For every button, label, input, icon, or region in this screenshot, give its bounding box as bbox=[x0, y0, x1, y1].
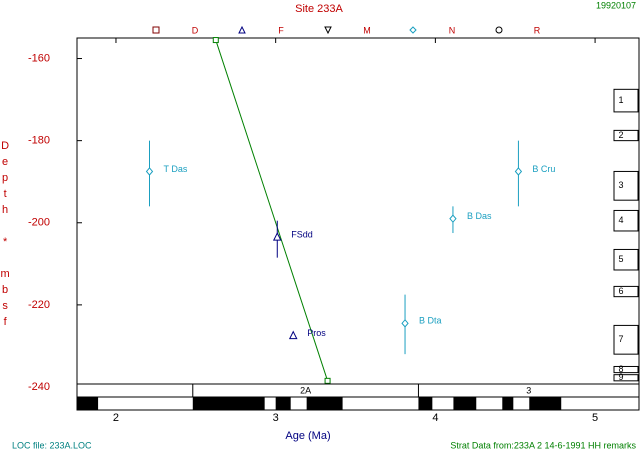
event-label: Pros bbox=[307, 328, 326, 338]
line-node bbox=[212, 37, 219, 44]
key-triangle bbox=[238, 25, 246, 34]
event-marker bbox=[288, 330, 298, 340]
polarity-normal bbox=[502, 397, 514, 410]
key-diamond bbox=[409, 26, 417, 34]
core bbox=[613, 170, 639, 201]
x-tick-label: 4 bbox=[432, 412, 438, 424]
y-tick-label: -160 bbox=[28, 52, 50, 64]
x-axis-label: Age (Ma) bbox=[285, 430, 330, 442]
core bbox=[613, 129, 639, 142]
event-label: T Das bbox=[164, 164, 188, 174]
core-label: 1 bbox=[618, 95, 623, 105]
polarity-normal bbox=[306, 397, 343, 410]
date: 19920107 bbox=[596, 0, 636, 10]
polarity-normal bbox=[77, 397, 99, 410]
marker-key-symbols bbox=[152, 25, 503, 35]
key-letter: N bbox=[449, 25, 456, 35]
footer-right: Strat Data from:233A 2 14-6-1991 HH rema… bbox=[450, 440, 636, 450]
core-label: 5 bbox=[618, 254, 623, 264]
core bbox=[613, 209, 639, 232]
key-letter: R bbox=[534, 25, 541, 35]
core-label: 9 bbox=[618, 372, 623, 382]
core bbox=[613, 88, 639, 113]
core-label: 8 bbox=[618, 364, 623, 374]
y-axis-label: Depth * mbsf bbox=[0, 140, 11, 332]
key-square bbox=[152, 26, 160, 34]
event-marker bbox=[272, 232, 282, 241]
polarity-normal bbox=[529, 397, 562, 410]
event-marker bbox=[401, 319, 409, 328]
y-tick-label: -200 bbox=[28, 217, 50, 229]
y-tick-label: -220 bbox=[28, 299, 50, 311]
event-marker bbox=[145, 167, 154, 176]
y-tick-label: -180 bbox=[28, 135, 50, 147]
event-label: B Cru bbox=[532, 164, 555, 174]
event-label: FSdd bbox=[291, 230, 313, 240]
event-label: B Das bbox=[467, 211, 492, 221]
core bbox=[613, 285, 639, 298]
chron-label: 2A bbox=[300, 385, 311, 395]
key-letter: F bbox=[278, 25, 284, 35]
core-label: 3 bbox=[618, 180, 623, 190]
key-circle bbox=[495, 26, 503, 34]
core bbox=[613, 374, 639, 382]
line-node bbox=[324, 377, 331, 384]
core bbox=[613, 365, 639, 374]
key-triangle-down bbox=[324, 26, 332, 35]
chart-title: Site 233A bbox=[295, 3, 343, 15]
x-tick-label: 3 bbox=[273, 412, 279, 424]
x-tick-label: 5 bbox=[592, 412, 598, 424]
event-label: B Dta bbox=[419, 316, 442, 326]
core-label: 4 bbox=[618, 215, 623, 225]
polarity-normal bbox=[192, 397, 265, 410]
polarity-normal bbox=[275, 397, 291, 410]
event-marker bbox=[514, 167, 523, 176]
core-label: 7 bbox=[618, 334, 623, 344]
y-tick-label: -240 bbox=[28, 381, 50, 393]
polarity-normal bbox=[418, 397, 433, 410]
core-label: 2 bbox=[618, 130, 623, 140]
footer-left: LOC file: 233A.LOC bbox=[12, 440, 92, 450]
event-marker bbox=[449, 214, 457, 223]
key-letter: D bbox=[192, 25, 199, 35]
line-of-correlation bbox=[215, 39, 329, 381]
core bbox=[613, 324, 639, 355]
key-letter: M bbox=[363, 25, 371, 35]
chron-label: 3 bbox=[526, 385, 531, 395]
core bbox=[613, 248, 639, 271]
polarity-normal bbox=[453, 397, 477, 410]
x-tick-label: 2 bbox=[113, 412, 119, 424]
core-label: 6 bbox=[618, 286, 623, 296]
plot-frame bbox=[76, 37, 640, 411]
